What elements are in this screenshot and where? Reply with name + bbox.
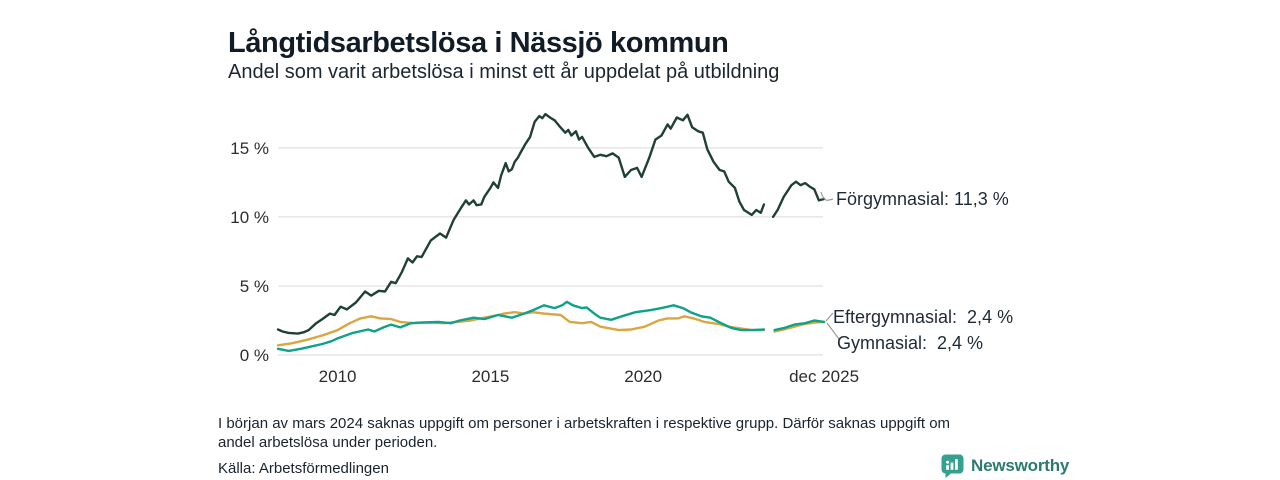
series-label-gymnasial: Gymnasial: 2,4 % xyxy=(837,333,984,353)
page-title: Långtidsarbetslösa i Nässjö kommun xyxy=(228,27,729,60)
series-label-eftergymnasial: Eftergymnasial: 2,4 % xyxy=(833,307,1014,327)
footnote-line-2: andel arbetslösa under perioden. xyxy=(218,434,438,451)
label-connector-eftergymnasial xyxy=(825,312,834,322)
y-tick-label-5: 5 % xyxy=(240,277,269,296)
x-tick-label-2020: 2020 xyxy=(624,367,662,386)
series-line-eftergymnasial xyxy=(276,300,826,353)
x-tick-label-dec-2025: dec 2025 xyxy=(789,367,859,386)
newsworthy-wordmark: Newsworthy xyxy=(971,456,1070,475)
y-tick-label-10: 10 % xyxy=(230,208,269,227)
newsworthy-logo: Newsworthy xyxy=(941,454,1069,478)
source-credit: Källa: Arbetsförmedlingen xyxy=(218,460,389,477)
footnote: I början av mars 2024 saknas uppgift om … xyxy=(218,414,950,452)
label-connector-forgymnasial xyxy=(820,191,834,201)
page-subtitle: Andel som varit arbetslösa i minst ett å… xyxy=(228,61,780,83)
series-label-forgymnasial: Förgymnasial: 11,3 % xyxy=(836,189,1009,209)
newsworthy-speech-bubble-bars-icon xyxy=(941,454,964,478)
x-tick-label-2010: 2010 xyxy=(319,367,357,386)
x-tick-label-2015: 2015 xyxy=(471,367,509,386)
y-tick-label-15: 15 % xyxy=(230,139,269,158)
label-connector-gymnasial xyxy=(826,322,840,340)
series-line-gymnasial xyxy=(276,311,826,347)
footnote-line-1: I början av mars 2024 saknas uppgift om … xyxy=(218,415,951,432)
y-tick-label-0: 0 % xyxy=(240,346,269,365)
series-line-forgymnasial xyxy=(276,112,826,335)
